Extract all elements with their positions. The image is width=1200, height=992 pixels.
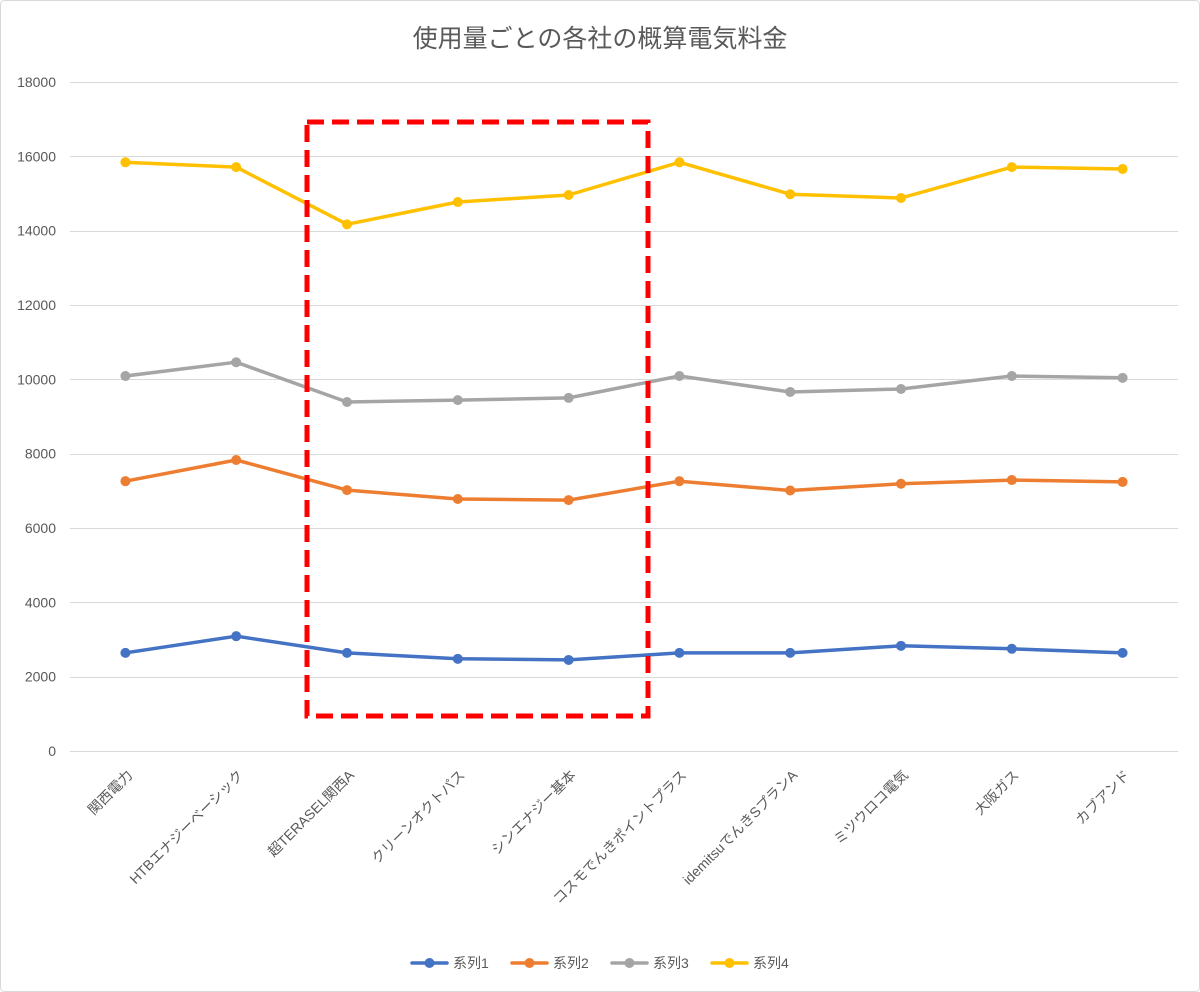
data-point (452, 494, 463, 505)
data-point (563, 189, 574, 200)
data-point (231, 631, 242, 642)
y-tick-label: 18000 (17, 74, 56, 90)
y-tick-label: 12000 (17, 297, 56, 313)
data-point (231, 162, 242, 173)
legend-item: 系列3 (610, 955, 689, 971)
legend: 系列1 系列2 系列3 系列4 (410, 955, 789, 971)
data-point (674, 647, 685, 658)
legend-marker (724, 958, 735, 968)
data-point (1006, 162, 1017, 173)
y-tick-label: 10000 (17, 371, 56, 387)
y-tick-label: 4000 (25, 594, 56, 610)
data-point (674, 476, 685, 487)
highlight-box (304, 119, 651, 719)
legend-item: 系列2 (510, 955, 589, 971)
data-point (896, 478, 906, 489)
series-group (120, 157, 1128, 665)
series-line (123, 458, 1125, 502)
legend-item: 系列1 (410, 955, 489, 971)
legend-marker (524, 958, 535, 968)
data-point (674, 370, 685, 381)
data-point (1117, 647, 1128, 658)
legend-label: 系列3 (653, 955, 689, 971)
series-2 (120, 454, 1128, 506)
y-tick-label: 14000 (17, 223, 56, 239)
legend-marker (424, 958, 435, 968)
data-point (342, 647, 352, 658)
data-point (785, 189, 796, 200)
series-3 (120, 357, 1128, 408)
data-point (896, 640, 906, 651)
y-tick-label: 16000 (17, 148, 56, 164)
data-point (785, 647, 796, 658)
data-point (1117, 476, 1128, 487)
data-point (1117, 372, 1128, 383)
data-point (785, 386, 796, 397)
y-tick-label: 6000 (25, 520, 56, 536)
data-point (563, 654, 574, 665)
y-tick-label: 8000 (25, 446, 56, 462)
gridlines (70, 82, 1178, 752)
data-point (785, 485, 796, 496)
y-tick-label: 0 (48, 743, 56, 759)
data-point (1006, 370, 1017, 381)
chart-title: 使用量ごとの各社の概算電気料金 (413, 25, 788, 53)
data-point (896, 192, 906, 203)
y-axis-labels: 0 2000 4000 6000 8000 10000 12000 14000 16000 180… (17, 74, 56, 759)
data-point (1006, 643, 1017, 654)
data-point (342, 485, 352, 496)
y-tick-label: 2000 (25, 669, 56, 685)
data-point (120, 476, 131, 487)
legend-label: 系列2 (553, 955, 589, 971)
series-4 (120, 157, 1128, 230)
data-point (120, 370, 131, 381)
data-point (452, 653, 463, 664)
data-point (563, 495, 574, 506)
legend-label: 系列4 (753, 955, 789, 971)
data-point (896, 383, 906, 394)
data-point (231, 357, 242, 368)
data-point (120, 157, 131, 168)
data-point (120, 647, 131, 658)
data-point (563, 392, 574, 403)
data-point (231, 454, 242, 465)
legend-item: 系列4 (710, 955, 789, 971)
data-point (674, 157, 685, 168)
series-line (123, 634, 1125, 662)
data-point (342, 397, 352, 408)
series-line (123, 160, 1125, 227)
series-line (123, 360, 1125, 404)
data-point (1006, 475, 1017, 486)
data-point (452, 197, 463, 208)
legend-label: 系列1 (453, 955, 489, 971)
series-1 (120, 631, 1128, 665)
data-point (452, 395, 463, 406)
legend-marker (624, 958, 635, 968)
data-point (342, 219, 352, 230)
data-point (1117, 163, 1128, 174)
